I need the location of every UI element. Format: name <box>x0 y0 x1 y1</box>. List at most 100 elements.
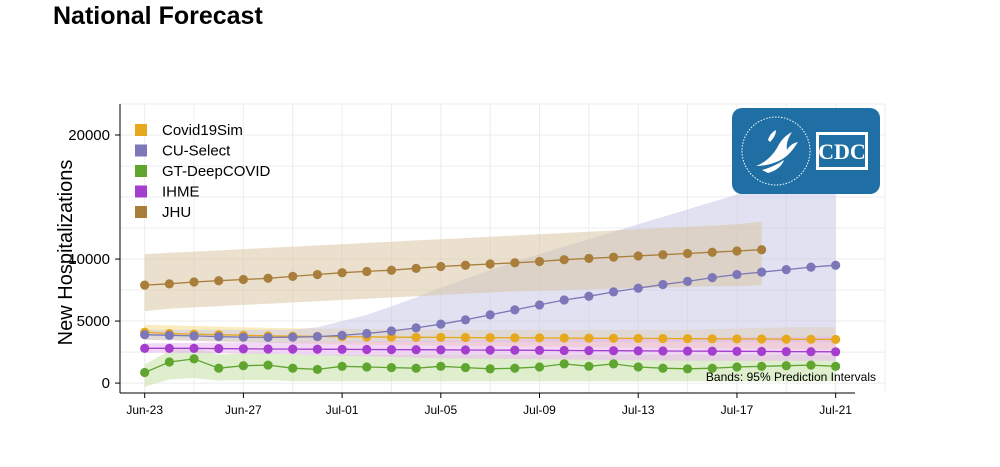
series-lines <box>140 245 841 378</box>
point-ihme <box>707 346 717 356</box>
point-ihme <box>460 345 471 355</box>
legend-label-covid19sim: Covid19Sim <box>162 122 243 139</box>
point-jhu <box>164 279 174 289</box>
point-gt-deepcovid <box>757 361 767 371</box>
point-covid19sim <box>436 332 446 343</box>
point-ihme <box>534 345 545 355</box>
point-ihme <box>288 344 298 354</box>
point-gt-deepcovid <box>510 363 520 373</box>
point-gt-deepcovid <box>189 354 199 364</box>
point-ihme <box>584 345 594 356</box>
point-jhu <box>312 269 323 280</box>
point-ihme <box>608 346 619 356</box>
legend-swatch-covid19sim <box>135 124 147 136</box>
point-ihme <box>189 343 199 353</box>
point-ihme <box>732 346 742 356</box>
point-gt-deepcovid <box>460 362 471 373</box>
point-gt-deepcovid <box>485 364 495 374</box>
point-jhu <box>633 251 643 261</box>
point-cu-select <box>263 332 273 343</box>
point-ihme <box>411 345 421 355</box>
point-cu-select <box>460 315 471 325</box>
point-cu-select <box>238 332 248 342</box>
point-gt-deepcovid <box>806 360 816 370</box>
point-jhu <box>238 274 248 285</box>
point-cu-select <box>510 305 520 315</box>
point-cu-select <box>312 331 323 342</box>
point-jhu <box>337 268 347 278</box>
point-cu-select <box>288 332 298 342</box>
point-gt-deepcovid <box>140 367 150 378</box>
point-cu-select <box>534 300 545 310</box>
point-jhu <box>386 265 397 275</box>
point-cu-select <box>658 279 668 290</box>
y-tick-label: 5000 <box>77 313 110 330</box>
point-ihme <box>362 344 372 355</box>
legend-swatch-gt-deepcovid <box>135 165 147 177</box>
point-jhu <box>658 250 668 260</box>
point-cu-select <box>781 264 791 275</box>
x-tick-label: Jul-17 <box>721 403 754 417</box>
point-ihme <box>682 346 693 356</box>
point-covid19sim <box>633 333 643 344</box>
point-covid19sim <box>584 333 594 343</box>
point-ihme <box>238 344 248 354</box>
point-ihme <box>633 346 643 356</box>
point-jhu <box>534 256 545 267</box>
point-jhu <box>732 246 742 256</box>
point-ihme <box>436 345 446 355</box>
point-covid19sim <box>534 333 545 343</box>
band-cu-select <box>144 169 836 343</box>
point-gt-deepcovid <box>831 361 841 371</box>
point-cu-select <box>140 330 150 340</box>
point-jhu <box>510 258 520 268</box>
point-ihme <box>164 343 174 353</box>
point-gt-deepcovid <box>633 362 643 372</box>
legend-label-ihme: IHME <box>162 184 200 201</box>
point-cu-select <box>682 276 693 286</box>
point-ihme <box>140 343 150 353</box>
point-covid19sim <box>559 333 569 343</box>
point-covid19sim <box>781 334 791 344</box>
point-cu-select <box>757 267 767 277</box>
point-cu-select <box>436 319 446 329</box>
point-ihme <box>214 343 224 354</box>
x-tick-label: Jul-09 <box>523 403 556 417</box>
point-ihme <box>263 344 273 354</box>
point-cu-select <box>633 283 643 293</box>
point-covid19sim <box>757 334 767 344</box>
point-gt-deepcovid <box>732 362 742 372</box>
point-jhu <box>682 248 693 259</box>
point-jhu <box>436 261 446 272</box>
point-jhu <box>559 255 569 265</box>
hhs-eagle-icon <box>756 130 798 173</box>
point-jhu <box>757 245 767 255</box>
x-tick-label: Jul-13 <box>622 403 655 417</box>
point-jhu <box>214 276 224 286</box>
point-gt-deepcovid <box>682 364 693 374</box>
point-gt-deepcovid <box>263 360 273 370</box>
point-gt-deepcovid <box>707 363 717 373</box>
point-covid19sim <box>831 334 841 345</box>
point-gt-deepcovid <box>658 363 668 373</box>
y-tick-label: 10000 <box>68 251 110 268</box>
point-ihme <box>485 345 495 355</box>
x-tick-label: Jun-23 <box>126 403 163 417</box>
point-ihme <box>757 346 767 357</box>
point-covid19sim <box>806 334 816 344</box>
point-jhu <box>584 253 594 264</box>
point-gt-deepcovid <box>164 357 174 367</box>
point-gt-deepcovid <box>534 362 545 372</box>
point-ihme <box>510 345 520 355</box>
point-cu-select <box>386 326 397 336</box>
point-gt-deepcovid <box>214 363 224 373</box>
point-cu-select <box>584 291 594 301</box>
point-jhu <box>411 263 421 273</box>
point-ihme <box>658 346 668 356</box>
point-cu-select <box>559 295 569 305</box>
point-covid19sim <box>411 332 421 342</box>
x-tick-label: Jul-01 <box>326 403 359 417</box>
point-cu-select <box>707 273 717 283</box>
point-cu-select <box>189 331 199 341</box>
